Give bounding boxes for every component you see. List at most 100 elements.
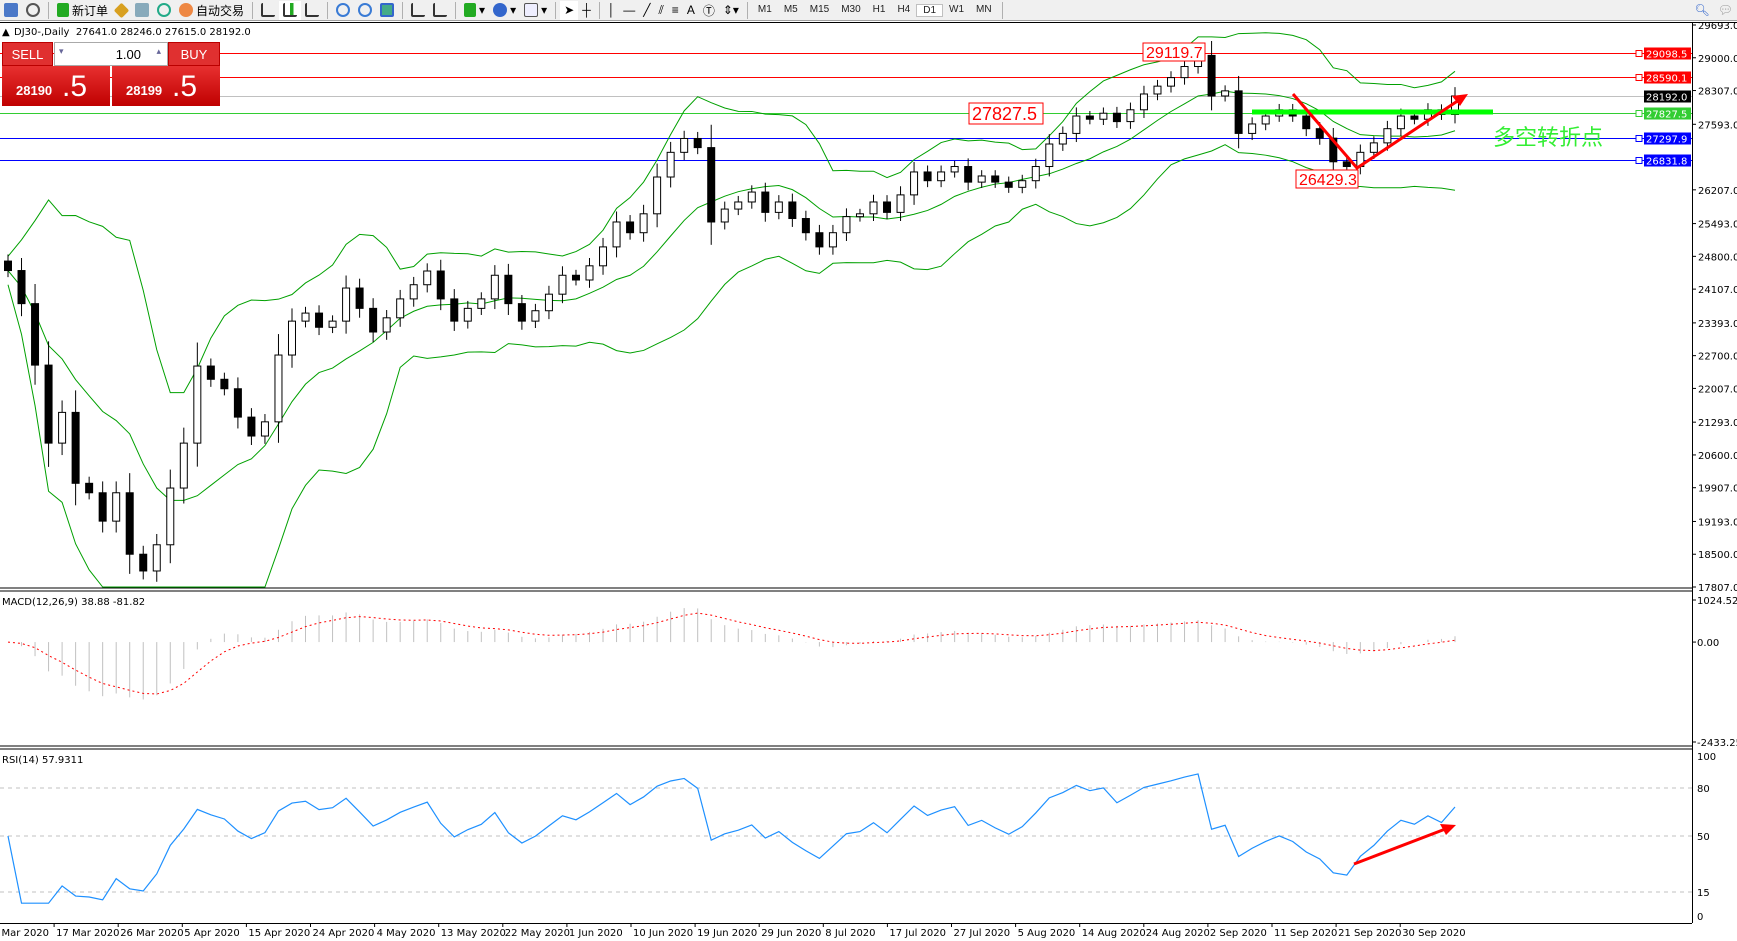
line-chart-button[interactable] — [301, 1, 323, 20]
date-tick-label: 22 May 2020 — [505, 928, 570, 939]
arrows-button[interactable]: ⇕▾ — [719, 1, 743, 20]
volume-input[interactable]: 1.00 — [115, 47, 141, 62]
zoom-window-button[interactable] — [22, 1, 44, 20]
price-tick-label: 21293.0 — [1698, 418, 1737, 429]
horizontal-line-button[interactable]: — — [619, 1, 639, 20]
timeframe-d1[interactable]: D1 — [916, 3, 944, 17]
search-button[interactable]: 🔍︎ — [1691, 1, 1714, 20]
sell-price[interactable]: 28190 .5 — [2, 66, 110, 106]
level-price-box — [1644, 132, 1691, 145]
lower-band — [7, 144, 1456, 588]
timeframe-m5[interactable]: M5 — [783, 3, 798, 15]
candle-chart-button[interactable] — [279, 0, 302, 20]
bull-candle — [328, 320, 337, 328]
menu-button[interactable] — [0, 1, 22, 20]
timeframe-w1[interactable]: W1 — [949, 3, 965, 15]
fibonacci-button[interactable]: ≡ — [668, 1, 683, 20]
volume-stepper[interactable]: ▾ 1.00 ▴ — [54, 42, 168, 66]
timeframe-h4[interactable]: H4 — [897, 3, 911, 15]
bull-candle — [1031, 166, 1040, 182]
list-icon — [4, 3, 18, 17]
candles — [4, 41, 1459, 582]
buy-button[interactable]: BUY — [168, 42, 220, 66]
templates-button[interactable]: ▾ — [520, 1, 551, 20]
bear-candle — [1329, 137, 1338, 163]
auto-trading-button[interactable]: 自动交易 — [175, 1, 248, 20]
navigator-button[interactable] — [131, 1, 153, 20]
timeframe-m1[interactable]: M1 — [757, 3, 772, 15]
price-tick-label: 17807.0 — [1698, 583, 1737, 594]
timeframe-h1[interactable]: H1 — [872, 3, 886, 15]
level-price-label: 27297.9 — [1646, 135, 1687, 146]
bull-candle — [599, 246, 608, 267]
bull-candle — [1383, 128, 1392, 144]
high-label-box — [1142, 42, 1206, 62]
bar-chart-button[interactable] — [257, 1, 279, 20]
timeframe-mn[interactable]: MN — [976, 3, 992, 15]
chart-shift-button[interactable] — [429, 1, 451, 20]
indicators-button[interactable]: ▾ — [460, 1, 489, 20]
sell-button[interactable]: SELL — [2, 42, 53, 66]
date-tick-label: 8 Jul 2020 — [825, 928, 875, 939]
periods-button[interactable]: ▾ — [489, 1, 520, 20]
zoom-out-button[interactable] — [354, 1, 376, 20]
auto-scroll-icon — [411, 3, 426, 17]
rsi-trend-arrow — [1353, 826, 1449, 866]
timeframe-bar: M1 M5 M15 M30 H1 H4 D1 W1 MN — [752, 3, 998, 17]
price-tick-label: 18500.0 — [1698, 550, 1737, 561]
macd-signal-line — [7, 612, 1456, 695]
bull-candle — [287, 320, 296, 356]
bear-candle — [1315, 128, 1324, 139]
signals-button[interactable] — [153, 1, 175, 20]
price-tick-label: 22700.0 — [1698, 352, 1737, 363]
bull-candle — [585, 265, 594, 281]
arrows-icon: ⇕▾ — [722, 3, 739, 17]
bull-candle — [1153, 85, 1162, 95]
buy-price[interactable]: 28199 .5 — [112, 66, 220, 106]
market-watch-button[interactable] — [112, 1, 131, 20]
cursor-button[interactable]: ➤ — [560, 0, 579, 20]
bull-candle — [1248, 123, 1257, 134]
volume-down-icon[interactable]: ▾ — [59, 46, 64, 56]
crosshair-button[interactable]: ┼ — [578, 1, 595, 20]
price-tick-label: 19193.0 — [1698, 517, 1737, 528]
bull-candle — [666, 151, 675, 178]
high-label: 29119.7 — [1146, 45, 1203, 62]
bear-candle — [707, 147, 716, 223]
auto-scroll-button[interactable] — [407, 1, 429, 20]
timeframe-m30[interactable]: M30 — [841, 3, 861, 15]
bear-candle — [964, 166, 973, 183]
tile-windows-button[interactable] — [376, 1, 398, 20]
date-tick-label: 19 Jun 2020 — [697, 928, 757, 939]
bear-candle — [815, 232, 824, 248]
new-order-button[interactable]: 新订单 — [53, 1, 112, 20]
text-label-icon: Ⓣ — [702, 3, 715, 18]
bear-candle — [71, 411, 80, 484]
bull-candle — [747, 191, 756, 203]
date-tick-label: 14 Aug 2020 — [1082, 928, 1146, 939]
magnifier-icon — [26, 3, 40, 17]
vertical-line-button[interactable]: │ — [604, 1, 620, 20]
chart-shift-icon — [433, 3, 448, 17]
volume-up-icon[interactable]: ▴ — [156, 46, 161, 56]
equidistant-channel-button[interactable]: ⫽ — [654, 1, 667, 20]
level-handle-icon — [1635, 135, 1643, 142]
rsi-pane: 100 80 50 15 0 — [0, 752, 1716, 923]
date-tick-label: 10 Jun 2020 — [633, 928, 693, 939]
bull-candle — [477, 298, 486, 309]
bull-candle — [558, 274, 567, 295]
bull-candle — [544, 293, 553, 312]
text-button[interactable]: A — [683, 1, 699, 20]
chat-button[interactable]: 💬︎ — [1714, 1, 1737, 20]
text-label-button[interactable]: Ⓣ — [699, 1, 719, 20]
pivot-label: 27827.5 — [972, 104, 1037, 124]
bull-candle — [680, 137, 689, 153]
zoom-in-button[interactable] — [332, 1, 354, 20]
bull-candle — [950, 166, 959, 173]
bear-candle — [85, 482, 94, 494]
timeframe-m15[interactable]: M15 — [809, 3, 830, 15]
trendline-button[interactable]: ╱ — [639, 1, 654, 20]
bull-candle — [463, 307, 472, 322]
date-tick-label: 2 Sep 2020 — [1210, 928, 1267, 939]
